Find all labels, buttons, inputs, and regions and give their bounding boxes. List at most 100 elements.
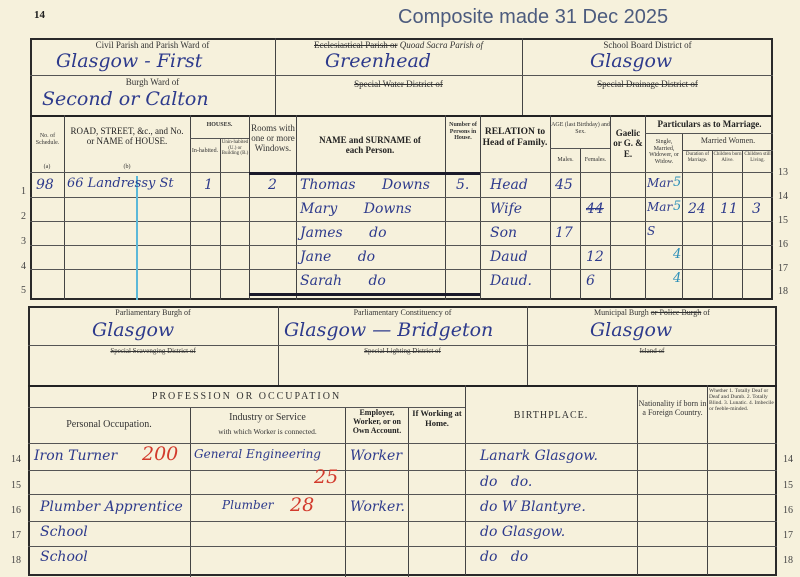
island-label: Island of (639, 347, 665, 355)
row-number: 15 (11, 480, 21, 491)
personal-occupation: School (40, 524, 88, 540)
marriage-duration: 24 (688, 201, 706, 217)
birthplace: do Glasgow. (480, 524, 566, 540)
marital-status: Mar (647, 200, 673, 214)
header-birthplace: BIRTHPLACE. (513, 410, 589, 421)
header-name: NAME and SURNAME of each Person. (319, 135, 421, 156)
age-male: 45 (555, 177, 573, 193)
row-number: 16 (11, 505, 21, 516)
row-number: 14 (11, 454, 21, 465)
right-number: 16 (778, 239, 788, 250)
birthplace: Lanark Glasgow. (480, 448, 598, 464)
birthplace: do do. (480, 474, 533, 490)
marital-status: Mar (647, 176, 673, 190)
person-name: Jane do (300, 249, 376, 265)
age-female: 12 (586, 249, 604, 265)
header-inhabited: In-habited. (191, 148, 219, 154)
status-mark: 5 (673, 199, 682, 214)
birthplace: do W Blantyre. (480, 499, 586, 515)
age-female: 6 (586, 273, 595, 289)
header-married-women: Married Women. (700, 136, 756, 145)
row-number: 4 (21, 261, 26, 272)
header-road: ROAD, STREET, &c., and No. or NAME of HO… (70, 126, 184, 147)
personal-occupation: Plumber Apprentice (40, 499, 183, 515)
right-number: 13 (778, 167, 788, 178)
row-number: 2 (21, 211, 26, 222)
col-b-label: (b) (123, 164, 131, 170)
civil-parish-label: Civil Parish and Parish Ward of (95, 40, 210, 50)
person-name: Mary Downs (300, 201, 412, 217)
header-industry-sub: with which Worker is connected. (218, 427, 317, 436)
road-address: 66 Landressy St (67, 176, 174, 191)
status-mark: 4 (673, 271, 682, 286)
industry: Plumber (222, 498, 274, 512)
header-age: AGE (last Birthday) and Sex. (551, 122, 610, 135)
relation: Head (490, 177, 528, 193)
rooms-count: 2 (268, 177, 277, 193)
right-number: 18 (778, 286, 788, 297)
industry-code: 28 (290, 494, 315, 516)
row-number: 1 (21, 186, 26, 197)
right-number: 17 (778, 263, 788, 274)
constituency-value: Glasgow — Bridgeton (284, 319, 494, 341)
composite-watermark: Composite made 31 Dec 2025 (398, 6, 669, 28)
burgh-ward-label: Burgh Ward of (125, 77, 180, 87)
header-profession: PROFESSION OR OCCUPATION (151, 391, 342, 402)
parl-burgh-label: Parliamentary Burgh of (115, 308, 191, 317)
header-personal-occupation: Personal Occupation. (66, 419, 152, 430)
schedule-number: 98 (36, 177, 54, 193)
civil-parish-value: Glasgow - First (56, 50, 203, 72)
age-male: 17 (555, 225, 573, 241)
municipal-label: Municipal Burgh or Police Burgh of (527, 308, 777, 318)
parl-burgh-value: Glasgow (92, 319, 175, 341)
children-born: 11 (720, 201, 738, 217)
persons-count: 5. (456, 177, 470, 193)
row-number: 3 (21, 236, 26, 247)
municipal-value: Glasgow (590, 319, 673, 341)
header-working-home: If Working at Home. (412, 408, 462, 428)
quoad-sacra-struck: Ecclesiastical Parish or (314, 40, 398, 50)
occupation-code: 200 (142, 443, 179, 465)
municipal-text: Municipal Burgh (594, 308, 649, 317)
municipal-struck: or Police Burgh (650, 308, 702, 317)
header-living: Children still Living. (744, 152, 771, 163)
right-number: 18 (783, 555, 793, 566)
row-number: 5 (21, 285, 26, 296)
household-schedule-form (30, 38, 773, 300)
lighting-label: Special Lighting District of (364, 347, 441, 355)
water-district-label: Special Water District of (354, 79, 443, 89)
employer-status: Worker (350, 448, 403, 464)
header-males: Males. (557, 157, 574, 163)
industry-code: 25 (314, 466, 339, 488)
header-infirmity: Whether 1. Totally Deaf or Deaf and Dumb… (709, 388, 774, 413)
personal-occupation: School (40, 549, 88, 565)
header-marriage: Particulars as to Marriage. (657, 119, 762, 129)
header-industry: Industry or Service (229, 412, 306, 423)
right-number: 14 (783, 454, 793, 465)
header-females: Females. (584, 157, 607, 163)
age-female: 44 (586, 201, 604, 217)
right-number: 17 (783, 530, 793, 541)
quoad-sacra-text: Quoad Sacra Parish of (399, 40, 483, 50)
drainage-district-label: Special Drainage District of (597, 79, 698, 89)
status-mark: 5 (673, 175, 682, 190)
marital-status: S (647, 224, 656, 238)
relation: Wife (490, 201, 523, 217)
blue-pencil-line (136, 176, 138, 300)
employer-status: Worker. (350, 499, 405, 515)
header-nationality: Nationality if born in a Foreign Country… (638, 399, 707, 417)
quoad-sacra-value: Greenhead (325, 50, 431, 72)
school-board-value: Glasgow (590, 50, 673, 72)
header-single: Single, Married, Widower, or Widow. (649, 139, 679, 165)
header-born: Children born Alive. (713, 152, 742, 163)
person-name: James do (300, 225, 387, 241)
status-mark: 4 (673, 247, 682, 262)
right-number: 15 (783, 480, 793, 491)
person-name: Thomas Downs (300, 177, 430, 193)
header-schedule: No. of Schedule. (35, 133, 60, 146)
person-name: Sarah do (300, 273, 386, 289)
burgh-ward-value: Second or Calton (42, 88, 209, 110)
relation: Daud (490, 249, 528, 265)
inhabited-count: 1 (204, 177, 213, 193)
school-board-label: School Board District of (603, 40, 692, 50)
